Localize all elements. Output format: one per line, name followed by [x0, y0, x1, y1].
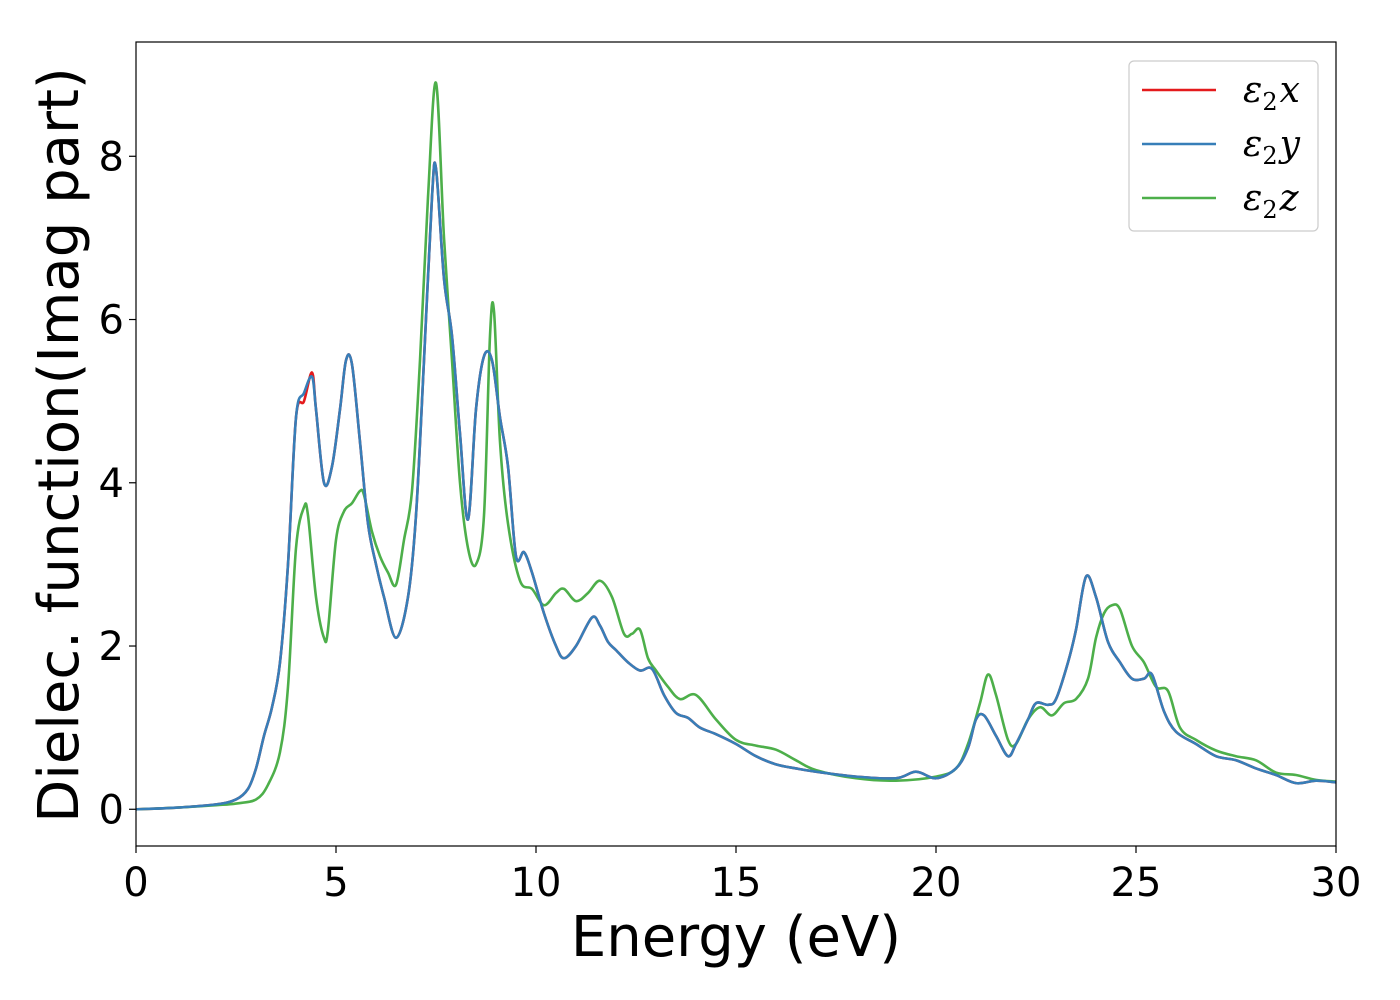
- axis-ticks: 0 5 10 15 20 25 30 0 2 4 6 8: [99, 41, 1362, 906]
- x-tick-label: 5: [323, 860, 348, 906]
- legend-box: [1128, 60, 1319, 232]
- legend-label-y: ε2y: [1243, 124, 1301, 170]
- y-tick-label: 2: [99, 624, 124, 670]
- y-tick-label: 0: [99, 787, 124, 833]
- x-tick-label: 30: [1311, 860, 1362, 906]
- legend-label-z: ε2z: [1243, 178, 1300, 224]
- y-tick-label: 8: [99, 134, 124, 180]
- x-axis-label: Energy (eV): [571, 905, 901, 970]
- x-tick-label: 0: [123, 860, 148, 906]
- y-tick-label: 4: [99, 461, 124, 507]
- x-tick-label: 25: [1111, 860, 1162, 906]
- y-tick-label: 6: [99, 298, 124, 344]
- x-tick-label: 15: [711, 860, 762, 906]
- x-tick-label: 20: [911, 860, 962, 906]
- legend: ε2x ε2y ε2z: [1128, 60, 1319, 232]
- series-line-y: [136, 161, 1336, 811]
- legend-label-x: ε2x: [1243, 70, 1300, 116]
- x-tick-label: 10: [511, 860, 562, 906]
- series-line-z: [136, 81, 1336, 811]
- series-layer: [136, 81, 1336, 811]
- y-axis-label: Dielec. function(Imag part): [27, 67, 92, 823]
